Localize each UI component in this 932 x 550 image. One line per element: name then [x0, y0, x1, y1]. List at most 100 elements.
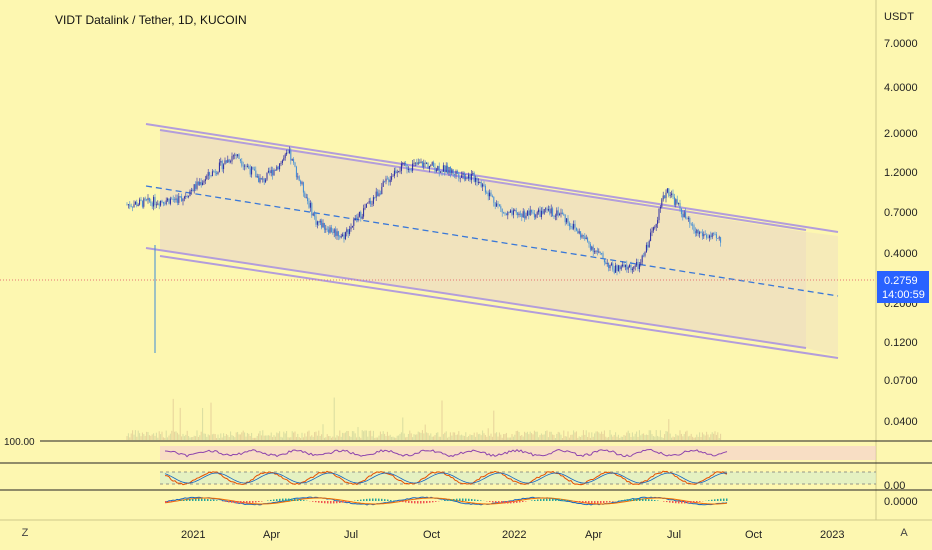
macd-hist-bar — [300, 499, 302, 501]
price-tag-value: 0.2759 — [884, 275, 918, 287]
candle-body — [304, 192, 306, 198]
volume-bar — [521, 435, 523, 440]
candle-body — [248, 165, 250, 169]
candle-body — [391, 176, 393, 180]
candle-body — [385, 178, 387, 182]
candle-body — [343, 234, 345, 240]
macd-hist-bar — [681, 501, 683, 504]
candle-body — [155, 204, 157, 206]
candle-body — [246, 165, 248, 167]
volume-bar — [686, 430, 688, 440]
volume-bar — [706, 431, 708, 440]
volume-bar — [354, 433, 356, 440]
candle-body — [262, 178, 264, 180]
macd-hist-bar — [273, 499, 275, 501]
candle-body — [468, 174, 470, 179]
auto-scale-a-button[interactable]: A — [900, 527, 908, 539]
candle-body — [699, 232, 701, 234]
candle-body — [151, 202, 153, 207]
candle-body — [584, 236, 586, 240]
volume-bar — [714, 431, 716, 440]
auto-scale-z-button[interactable]: Z — [21, 527, 29, 539]
candle-body — [629, 264, 631, 268]
volume-bar — [213, 433, 215, 440]
volume-bar — [666, 431, 668, 440]
macd-line — [164, 496, 728, 506]
volume-bar — [168, 435, 170, 440]
volume-bar — [252, 437, 254, 440]
macd-hist-bar — [699, 501, 701, 502]
candle-body — [661, 199, 663, 207]
volume-bar — [630, 437, 632, 440]
candle-body — [711, 233, 713, 238]
candle-body — [671, 193, 673, 195]
macd-hist-bar — [549, 498, 551, 501]
volume-bar — [412, 437, 414, 440]
candle-body — [399, 170, 401, 172]
volume-bar — [540, 433, 542, 440]
macd-hist-bar — [630, 498, 632, 501]
volume-bar — [144, 435, 146, 440]
macd-hist-bar — [282, 498, 284, 501]
volume-bar — [570, 434, 572, 440]
candle-body — [396, 171, 398, 173]
candle-body — [424, 162, 426, 164]
candle-body — [190, 190, 192, 191]
volume-bar — [288, 437, 290, 440]
candle-body — [234, 154, 236, 156]
volume-bar — [371, 436, 373, 440]
candle-body — [556, 210, 558, 216]
candle-body — [207, 172, 209, 177]
y-tick: 0.1200 — [884, 337, 918, 349]
candle-body — [574, 223, 576, 228]
candle-body — [288, 150, 290, 153]
volume-bar — [430, 433, 432, 440]
chart-title: VIDT Datalink / Tether, 1D, KUCOIN — [55, 13, 247, 27]
candle-body — [322, 222, 324, 228]
macd-hist-bar — [270, 499, 272, 501]
candle-body — [662, 195, 664, 200]
candle-body — [588, 241, 590, 245]
volume-bar — [634, 433, 636, 440]
volume-bar — [484, 435, 486, 440]
x-tick: Oct — [745, 529, 762, 541]
macd-hist-bar — [696, 501, 698, 503]
volume-bar — [524, 431, 526, 440]
volume-bar — [482, 430, 484, 440]
volume-bar — [249, 436, 251, 440]
volume-bar — [295, 437, 297, 440]
candle-body — [143, 198, 145, 207]
candle-body — [132, 206, 134, 208]
volume-bar — [633, 436, 635, 440]
volume-bar — [339, 430, 341, 440]
macd-hist-bar — [687, 501, 689, 504]
candle-body — [305, 197, 307, 199]
candle-body — [357, 216, 359, 220]
candle-body — [356, 218, 358, 220]
candle-body — [363, 208, 365, 217]
volume-bar — [172, 398, 174, 440]
candle-body — [543, 209, 545, 214]
candle-body — [704, 234, 706, 235]
candle-body — [469, 174, 471, 181]
volume-bar — [417, 431, 419, 440]
volume-bar — [683, 434, 685, 440]
volume-bar — [263, 435, 265, 440]
candle-body — [560, 212, 562, 214]
candle-body — [500, 206, 502, 209]
volume-bar — [336, 435, 338, 440]
candle-body — [547, 208, 549, 211]
candle-body — [204, 179, 206, 181]
volume-bar — [365, 430, 367, 440]
candle-body — [458, 173, 460, 179]
volume-bar — [718, 437, 720, 440]
volume-bar — [448, 436, 450, 440]
macd-hist-bar — [678, 501, 680, 504]
candle-body — [598, 251, 600, 253]
x-tick: Apr — [585, 529, 602, 541]
volume-bar — [449, 432, 451, 440]
volume-bar — [167, 437, 169, 440]
volume-bar — [661, 437, 663, 440]
macd-hist-bar — [345, 501, 347, 503]
volume-bar — [469, 434, 471, 440]
